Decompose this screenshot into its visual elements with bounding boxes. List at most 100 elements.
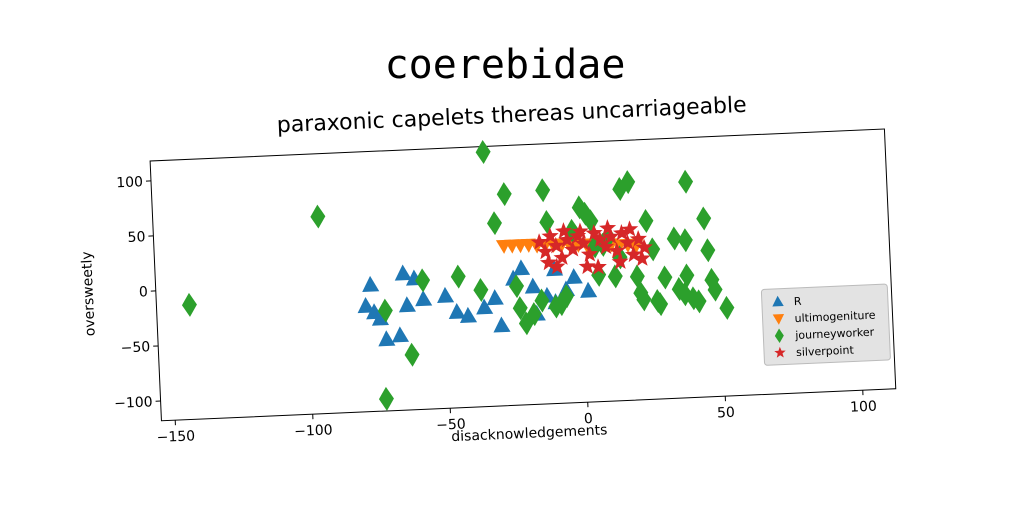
journeyworker-point bbox=[473, 277, 489, 302]
journeyworker-point bbox=[526, 302, 542, 327]
silverpoint-point bbox=[580, 245, 598, 262]
silverpoint-point bbox=[578, 257, 596, 275]
journeyworker-point bbox=[496, 182, 512, 207]
silverpoint-point bbox=[571, 222, 589, 240]
journeyworker-point bbox=[645, 237, 661, 262]
y-tick-label: 50 bbox=[127, 229, 146, 246]
x-tick-label: −100 bbox=[294, 422, 333, 440]
silverpoint-point bbox=[589, 258, 607, 275]
silverpoint-point bbox=[629, 230, 647, 247]
silverpoint-point bbox=[618, 233, 637, 251]
journeyworker-point bbox=[512, 296, 528, 321]
R-point bbox=[476, 298, 494, 315]
silverpoint-point bbox=[633, 249, 651, 267]
journeyworker-point bbox=[553, 292, 569, 317]
silverpoint-point bbox=[597, 238, 615, 255]
journeyworker-point bbox=[679, 263, 695, 288]
y-tick-label: 0 bbox=[139, 284, 149, 300]
R-point bbox=[398, 296, 416, 313]
R-point bbox=[415, 290, 433, 307]
journeyworker-point bbox=[677, 228, 693, 253]
journeyworker-point bbox=[607, 264, 623, 289]
x-tick-label: 100 bbox=[850, 399, 877, 416]
silverpoint-point bbox=[621, 220, 639, 237]
journeyworker-point bbox=[612, 177, 628, 202]
data-points bbox=[181, 140, 735, 411]
journeyworker-point bbox=[539, 210, 555, 234]
legend-label: journeyworker bbox=[794, 326, 875, 342]
legend-box bbox=[760, 283, 891, 366]
journeyworker-point bbox=[719, 295, 735, 320]
legend-marker bbox=[772, 295, 784, 307]
silverpoint-point bbox=[574, 234, 592, 252]
R-point bbox=[362, 275, 380, 292]
y-tick-label: −50 bbox=[120, 339, 150, 356]
journeyworker-point bbox=[535, 178, 551, 203]
y-axis: −100 −50 0 50 100 bbox=[114, 174, 161, 412]
journeyworker-point bbox=[378, 386, 394, 411]
R-point bbox=[357, 297, 375, 314]
journeyworker-point bbox=[707, 277, 723, 302]
journeyworker-point bbox=[696, 206, 712, 231]
x-tick-label: −50 bbox=[436, 417, 466, 434]
silverpoint-point bbox=[536, 242, 554, 260]
x-tick-label: 50 bbox=[717, 405, 736, 422]
chart-title: coerebidae bbox=[385, 42, 626, 88]
legend-label: ultimogeniture bbox=[794, 309, 876, 326]
journeyworker-point bbox=[509, 274, 525, 299]
R-point bbox=[437, 286, 455, 304]
journeyworker-point bbox=[638, 209, 654, 233]
silverpoint-point bbox=[548, 257, 566, 275]
journeyworker-point bbox=[404, 342, 420, 367]
silverpoint-point bbox=[612, 224, 631, 241]
legend-marker bbox=[774, 346, 786, 358]
R-point bbox=[486, 289, 504, 306]
x-axis-label: disacknowledgements bbox=[451, 422, 608, 445]
x-tick-label: 0 bbox=[584, 411, 594, 427]
R-point bbox=[394, 264, 412, 281]
journeyworker-point bbox=[587, 234, 603, 259]
journeyworker-point bbox=[691, 289, 707, 314]
journeyworker-point bbox=[559, 284, 575, 309]
chart-subtitle: paraxonic capelets thereas uncarriageabl… bbox=[276, 93, 747, 138]
journeyworker-point bbox=[310, 204, 326, 229]
legend-label: silverpoint bbox=[796, 344, 855, 360]
journeyworker-point bbox=[620, 170, 636, 195]
journeyworker-point bbox=[518, 311, 534, 336]
R-point bbox=[580, 281, 598, 298]
journeyworker-point bbox=[181, 292, 197, 317]
legend-marker bbox=[772, 314, 785, 325]
silverpoint-point bbox=[564, 240, 582, 258]
R-point bbox=[524, 277, 542, 294]
R-point bbox=[565, 268, 583, 285]
R-point bbox=[371, 309, 390, 326]
journeyworker-point bbox=[450, 264, 466, 289]
legend-label: R bbox=[794, 295, 803, 308]
silverpoint-point bbox=[541, 227, 559, 244]
journeyworker-point bbox=[534, 288, 550, 313]
y-tick-label: 100 bbox=[116, 174, 143, 191]
silverpoint-point bbox=[599, 219, 617, 236]
journeyworker-point bbox=[666, 226, 682, 251]
silverpoint-point bbox=[635, 238, 653, 255]
R-point bbox=[513, 259, 531, 276]
silverpoint-point bbox=[558, 230, 576, 248]
journeyworker-point bbox=[415, 268, 431, 293]
R-point bbox=[391, 326, 410, 343]
journeyworker-point bbox=[475, 140, 491, 164]
journeyworker-point bbox=[678, 169, 694, 194]
silverpoint-point bbox=[611, 252, 629, 270]
journeyworker-point bbox=[377, 298, 393, 323]
silverpoint-point bbox=[608, 241, 626, 259]
journeyworker-point bbox=[700, 238, 716, 263]
y-axis-label: oversweetly bbox=[79, 251, 99, 336]
R-point bbox=[378, 330, 396, 347]
journeyworker-point bbox=[657, 265, 673, 290]
journeyworker-point bbox=[636, 287, 652, 312]
x-axis: −150 −100 −50 0 50 100 bbox=[156, 390, 877, 446]
silverpoint-point bbox=[555, 222, 573, 239]
R-point bbox=[493, 316, 511, 333]
